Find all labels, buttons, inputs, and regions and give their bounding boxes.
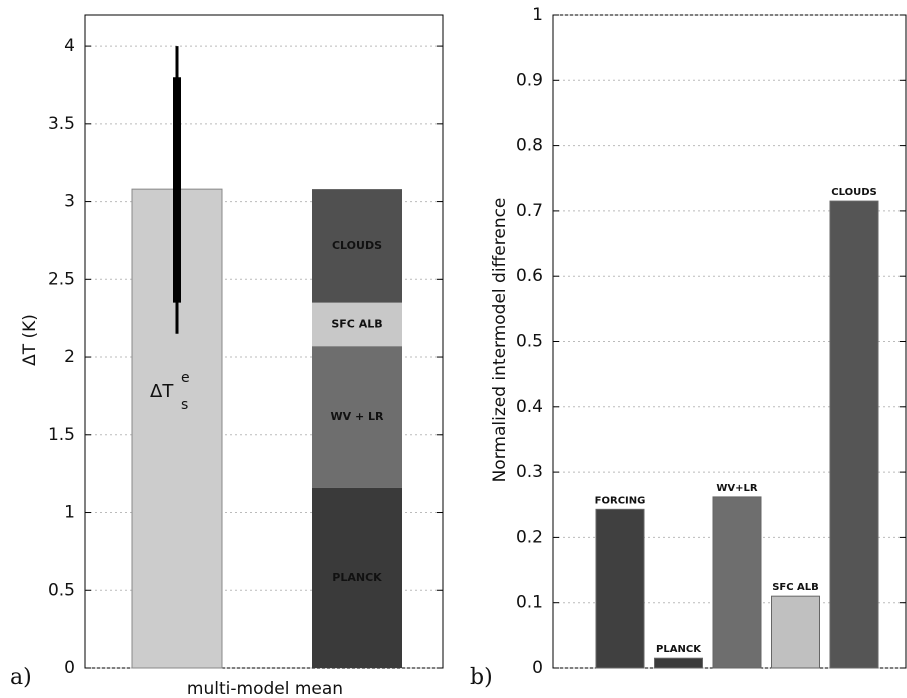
y-tick-label: 2.5 [48, 269, 75, 289]
bar [771, 595, 820, 669]
segment-label: PLANCK [332, 571, 382, 584]
y-tick-label: 0 [64, 658, 75, 678]
y-tick-label: 3.5 [48, 114, 75, 134]
y-tick-label: 0.6 [516, 266, 543, 286]
category-label: SFC ALB [772, 582, 819, 593]
y-tick-label: 0.7 [516, 201, 543, 221]
category-label: WV+LR [716, 483, 758, 494]
y-tick-label: 2 [64, 347, 75, 367]
y-tick-label: 0.8 [516, 136, 543, 156]
bar-segment [312, 189, 402, 303]
y-tick-label: 0.3 [516, 462, 543, 482]
y-tick-label: 0.2 [516, 527, 543, 547]
x-axis-label: multi-model mean [187, 679, 343, 698]
y-tick-label: 4 [64, 36, 75, 56]
y-tick-label: 0.5 [516, 332, 543, 352]
bar [595, 508, 645, 669]
axes-box-a [84, 14, 444, 669]
y-tick-label: 1 [64, 503, 75, 523]
bar [654, 657, 703, 669]
y-tick-label: 0.5 [48, 580, 75, 600]
panel-label: a) [10, 665, 32, 690]
segment-label: SFC ALB [331, 317, 382, 330]
panel-label: b) [470, 665, 493, 690]
y-tick-label: 0.1 [516, 593, 543, 613]
bar-label: ΔT [150, 381, 174, 402]
y-tick-label: 0 [532, 658, 543, 678]
bar-segment [312, 302, 402, 347]
y-tick-label: 0.9 [516, 70, 543, 90]
bar-label-sub: s [181, 397, 188, 413]
bar-segment [312, 346, 402, 488]
y-tick-label: 0.4 [516, 397, 543, 417]
bar [829, 200, 879, 669]
segment-label: CLOUDS [332, 239, 382, 252]
segment-label: WV + LR [330, 410, 384, 423]
category-label: CLOUDS [831, 187, 876, 198]
bar-segment [312, 487, 402, 668]
category-label: FORCING [595, 495, 646, 506]
y-tick-label: 1.5 [48, 425, 75, 445]
y-axis-label: Normalized intermodel difference [490, 198, 510, 483]
y-axis-label: ΔT (K) [20, 314, 40, 366]
bar-label-sup: e [181, 370, 190, 386]
y-tick-label: 3 [64, 192, 75, 212]
category-label: PLANCK [656, 644, 702, 655]
y-tick-label: 1 [532, 5, 543, 25]
bar [712, 496, 762, 669]
